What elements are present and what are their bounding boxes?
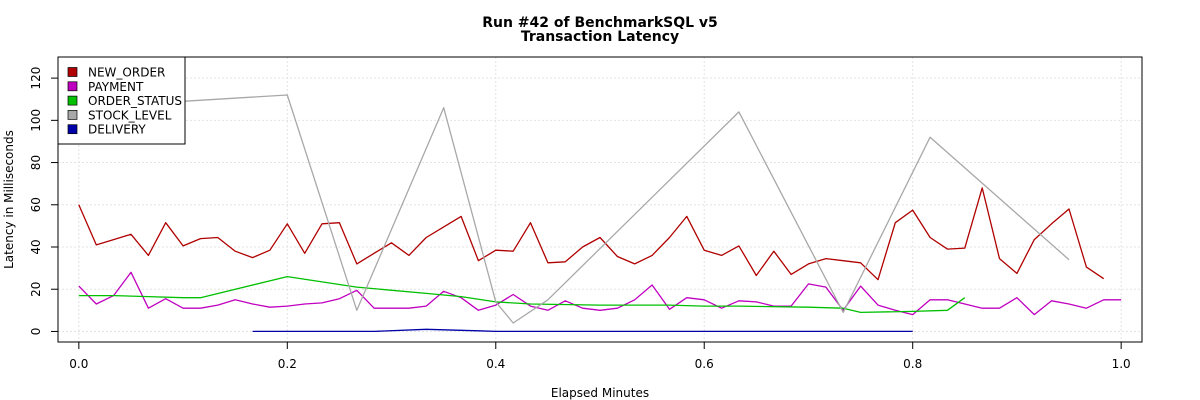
- x-tick-label: 0.0: [69, 357, 88, 371]
- legend: NEW_ORDERPAYMENTORDER_STATUSSTOCK_LEVELD…: [57, 56, 186, 145]
- y-tick-label: 120: [29, 67, 43, 90]
- y-tick-label: 80: [29, 155, 43, 170]
- y-axis-label: Latency in Milliseconds: [2, 130, 16, 269]
- y-tick-label: 40: [29, 239, 43, 254]
- legend-swatch-order-status: [67, 95, 78, 106]
- series-line-new-order: [78, 187, 1105, 281]
- legend-swatch-payment: [67, 81, 78, 92]
- y-tick-label: 60: [29, 197, 43, 212]
- y-tick-label: 100: [29, 109, 43, 132]
- legend-label-payment: PAYMENT: [88, 80, 144, 94]
- legend-swatch-stock-level: [67, 110, 78, 120]
- legend-label-order-status: ORDER_STATUS: [88, 94, 182, 108]
- y-tick-label: 20: [29, 282, 43, 297]
- series-line-order-status: [78, 275, 966, 314]
- y-tick-label: 0: [29, 328, 43, 336]
- series-line-delivery: [252, 328, 913, 333]
- y-axis: 0 20 40 60 80 100 120: [29, 67, 58, 336]
- legend-swatch-delivery: [67, 124, 78, 135]
- x-tick-label: 0.2: [278, 357, 297, 371]
- x-tick-label: 0.4: [486, 357, 505, 371]
- legend-label-stock-level: STOCK_LEVEL: [88, 108, 172, 122]
- chart-title-line-2: Transaction Latency: [521, 29, 679, 45]
- series-line-stock-level: [183, 94, 1070, 324]
- legend-swatch-new-order: [67, 67, 78, 77]
- chart-title-line-1: Run #42 of BenchmarkSQL v5: [482, 15, 718, 31]
- legend-label-new-order: NEW_ORDER: [88, 66, 165, 80]
- series-lines: [78, 94, 1122, 333]
- x-tick-label: 0.6: [695, 357, 714, 371]
- x-axis-label: Elapsed Minutes: [551, 386, 649, 400]
- legend-box: [57, 56, 186, 145]
- series-line-payment: [78, 271, 1122, 316]
- legend-label-delivery: DELIVERY: [88, 123, 146, 137]
- chart-title: Run #42 of BenchmarkSQL v5 Transaction L…: [482, 15, 718, 45]
- x-tick-label: 0.8: [903, 357, 922, 371]
- x-axis: 0.0 0.2 0.4 0.6 0.8 1.0: [69, 341, 1131, 371]
- x-tick-label: 1.0: [1112, 357, 1131, 371]
